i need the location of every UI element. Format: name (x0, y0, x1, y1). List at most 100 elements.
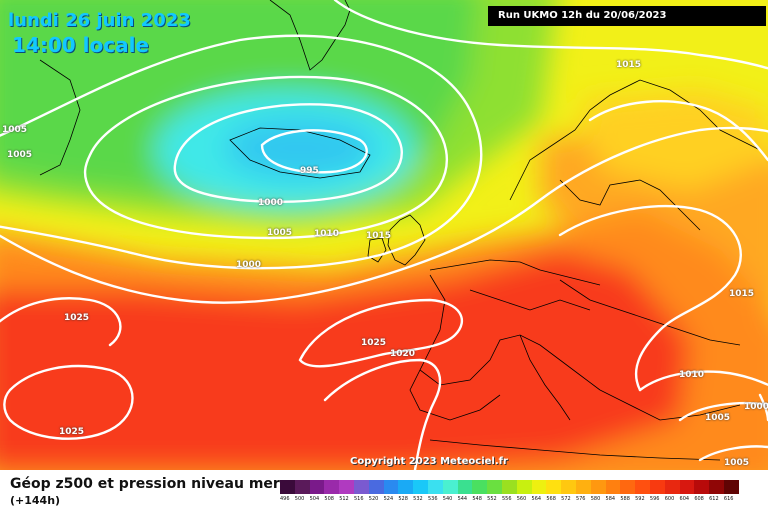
scale-swatch: 536 (427, 480, 443, 502)
isobar-995 (260, 129, 368, 174)
scale-label: 504 (309, 496, 320, 502)
scale-swatch: 592 (635, 480, 650, 502)
scale-label: 540 (442, 496, 453, 502)
scale-swatch: 540 (442, 480, 458, 502)
scale-swatch: 508 (324, 480, 340, 502)
scale-swatch: 548 (472, 480, 488, 502)
scale-swatch: 584 (605, 480, 621, 502)
legend-subtitle: (+144h) (10, 494, 61, 507)
field-red (0, 250, 690, 470)
scale-label: 548 (472, 496, 482, 502)
isobar-1020 (323, 358, 442, 470)
scale-label: 588 (620, 496, 630, 502)
scale-swatch: 556 (501, 480, 517, 502)
isobar-1015-north (333, 0, 768, 70)
isobar-1025-west (0, 297, 122, 347)
isobar-label: 1005 (2, 125, 28, 135)
isobar-1010-east (638, 370, 768, 392)
scale-label: 552 (487, 496, 497, 502)
scale-label: 572 (561, 496, 571, 502)
coast-scandinavia (509, 79, 761, 201)
scale-swatch: 604 (679, 480, 695, 502)
isobar-label: 1000 (236, 260, 262, 270)
scale-swatch: 496 (280, 480, 295, 502)
scale-label: 576 (575, 496, 586, 502)
isobar-label: 1005 (705, 413, 731, 423)
coast-greenland-west (39, 59, 81, 176)
forecast-map (0, 0, 768, 470)
scale-label: 536 (427, 496, 438, 502)
scale-swatch: 504 (309, 480, 325, 502)
scale-label: 564 (531, 496, 542, 502)
isobar-label: 1015 (616, 60, 642, 70)
isobar-1015-scandinavia (588, 100, 768, 162)
scale-swatch: 552 (487, 480, 502, 502)
scale-swatch: 560 (516, 480, 532, 502)
isobar-1005-inner (83, 75, 448, 240)
isobar-label: 1005 (7, 150, 33, 160)
coast-iberia-south (409, 369, 501, 421)
coast-balkans (599, 389, 741, 421)
scale-label: 532 (413, 496, 423, 502)
scale-swatch: 516 (353, 480, 369, 502)
isobar-1005-east (678, 401, 768, 422)
scale-label: 556 (501, 496, 512, 502)
forecast-date: lundi 26 juin 2023 (8, 10, 191, 31)
isobar-label: 1005 (724, 458, 750, 468)
copyright-notice: Copyright 2023 Meteociel.fr (350, 456, 508, 467)
coast-greenland-north (269, 0, 351, 71)
scale-swatch: 512 (339, 480, 354, 502)
scale-swatch: 568 (546, 480, 562, 502)
coast-north-europe (429, 259, 601, 286)
scale-label: 528 (398, 496, 408, 502)
isobars (0, 0, 768, 470)
isobar-label: 1010 (679, 370, 705, 380)
scale-label: 592 (635, 496, 645, 502)
scale-label: 524 (383, 496, 394, 502)
coast-north-africa (429, 439, 721, 461)
scale-label: 560 (516, 496, 527, 502)
isobar-label: 1025 (59, 427, 85, 437)
isobar-label: 1010 (314, 229, 340, 239)
scale-swatch: 532 (413, 480, 428, 502)
isobar-1010 (0, 34, 483, 270)
scale-label: 520 (368, 496, 379, 502)
coast-france-iberia (419, 274, 601, 391)
scale-swatch: 616 (723, 480, 739, 502)
scale-swatch: 596 (649, 480, 665, 502)
legend-title: Géop z500 et pression niveau mer (10, 476, 280, 492)
border-east-europe (559, 279, 741, 346)
geopotential-field (0, 0, 768, 470)
scale-label: 544 (457, 496, 468, 502)
isobar-1025-southwest (3, 364, 134, 440)
legend-footer: Géop z500 et pression niveau mer (+144h)… (0, 470, 768, 512)
run-info: Run UKMO 12h du 20/06/2023 (488, 6, 766, 26)
isobar-1015 (0, 126, 768, 304)
isobar-label: 1025 (361, 338, 387, 348)
scale-label: 584 (605, 496, 616, 502)
scale-swatch: 608 (694, 480, 710, 502)
scale-label: 500 (294, 496, 305, 502)
scale-label: 616 (723, 496, 734, 502)
scale-swatch: 520 (368, 480, 384, 502)
forecast-time: 14:00 locale (12, 33, 149, 57)
isobar-label: 1015 (729, 289, 755, 299)
isobar-label: 1005 (267, 228, 293, 238)
scale-label: 512 (339, 496, 349, 502)
coast-italy (519, 334, 571, 421)
coast-iceland (229, 127, 371, 179)
scale-label: 608 (694, 496, 704, 502)
scale-swatch: 564 (531, 480, 547, 502)
isobar-label: 1000 (258, 198, 284, 208)
scale-label: 600 (664, 496, 675, 502)
coast-ireland (367, 237, 387, 263)
isobar-label: 995 (300, 166, 319, 176)
isobar-1025-center (298, 298, 464, 368)
scale-label: 508 (324, 496, 334, 502)
scale-swatch: 600 (664, 480, 680, 502)
isobar-1015-east (558, 205, 742, 392)
scale-swatch: 500 (294, 480, 310, 502)
isobar-label: 1000 (744, 402, 768, 412)
scale-swatch: 612 (709, 480, 724, 502)
border-central-europe (469, 289, 591, 311)
